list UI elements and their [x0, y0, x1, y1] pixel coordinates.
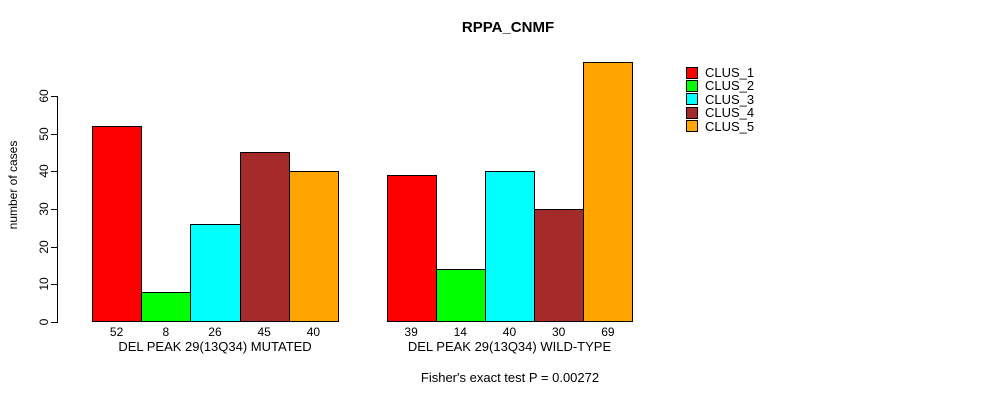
bar-clus_4 — [534, 208, 585, 322]
annotation-caption: Fisher's exact test P = 0.00272 — [420, 370, 600, 385]
legend-color-swatch — [686, 93, 698, 106]
bar-value-label: 14 — [453, 325, 467, 339]
group-label: DEL PEAK 29(13Q34) WILD-TYPE — [407, 339, 612, 354]
y-axis-tick-label: 20 — [37, 239, 51, 254]
bar-value-label: 45 — [257, 325, 271, 339]
y-axis-tick — [51, 284, 57, 286]
bar-clus_2 — [435, 269, 486, 322]
bar-clus_3 — [190, 223, 241, 322]
bar-value-label: 40 — [306, 325, 321, 339]
bar-value-label: 26 — [208, 325, 222, 339]
legend-item-label: CLUS_5 — [705, 118, 755, 134]
y-axis-tick — [51, 133, 57, 135]
bar-clus_3 — [484, 171, 536, 322]
y-axis-tick-label: 10 — [37, 277, 51, 291]
bar-clus_5 — [583, 61, 634, 322]
bar-clus_2 — [141, 291, 192, 322]
y-axis-tick-label: 60 — [37, 89, 51, 103]
legend-item-label: CLUS_2 — [705, 78, 755, 94]
bar-value-label: 52 — [109, 325, 124, 339]
legend-item: CLUS_4 — [686, 106, 754, 119]
legend-item: CLUS_2 — [686, 79, 754, 92]
bar-value-label: 40 — [502, 325, 517, 339]
y-axis-tick-label: 50 — [37, 126, 51, 141]
y-axis-tick — [51, 322, 57, 323]
bar-clus_5 — [288, 171, 339, 322]
legend-item: CLUS_3 — [686, 93, 754, 106]
legend-color-swatch — [686, 120, 698, 133]
legend-item: CLUS_5 — [686, 120, 754, 133]
y-axis-line — [57, 95, 58, 323]
legend-color-swatch — [686, 106, 698, 119]
y-axis-tick-label: 0 — [37, 318, 51, 326]
bar-value-label: 30 — [552, 325, 566, 339]
group-label: DEL PEAK 29(13Q34) MUTATED — [118, 339, 312, 354]
legend-item: CLUS_1 — [686, 66, 754, 79]
y-axis-tick — [51, 246, 57, 248]
bar-value-label: 39 — [404, 325, 418, 339]
legend-item-label: CLUS_4 — [705, 105, 755, 121]
bar-clus_4 — [239, 152, 290, 322]
legend-item-label: CLUS_1 — [705, 65, 755, 80]
legend-item-label: CLUS_3 — [705, 91, 755, 107]
y-axis-tick — [51, 208, 57, 210]
y-axis-label: number of cases — [6, 140, 20, 230]
legend-color-swatch — [686, 79, 698, 92]
y-axis-tick — [51, 95, 57, 97]
legend-color-swatch — [686, 66, 698, 79]
y-axis-tick — [51, 171, 57, 173]
bar-clus_1 — [386, 174, 437, 322]
bar-clus_1 — [92, 125, 143, 322]
chart-title: RPPA_CNMF — [461, 19, 555, 36]
y-axis-tick-label: 40 — [37, 164, 51, 178]
y-axis-tick-label: 30 — [37, 202, 51, 216]
bar-value-label: 69 — [601, 325, 615, 339]
bar-value-label: 8 — [162, 325, 170, 339]
